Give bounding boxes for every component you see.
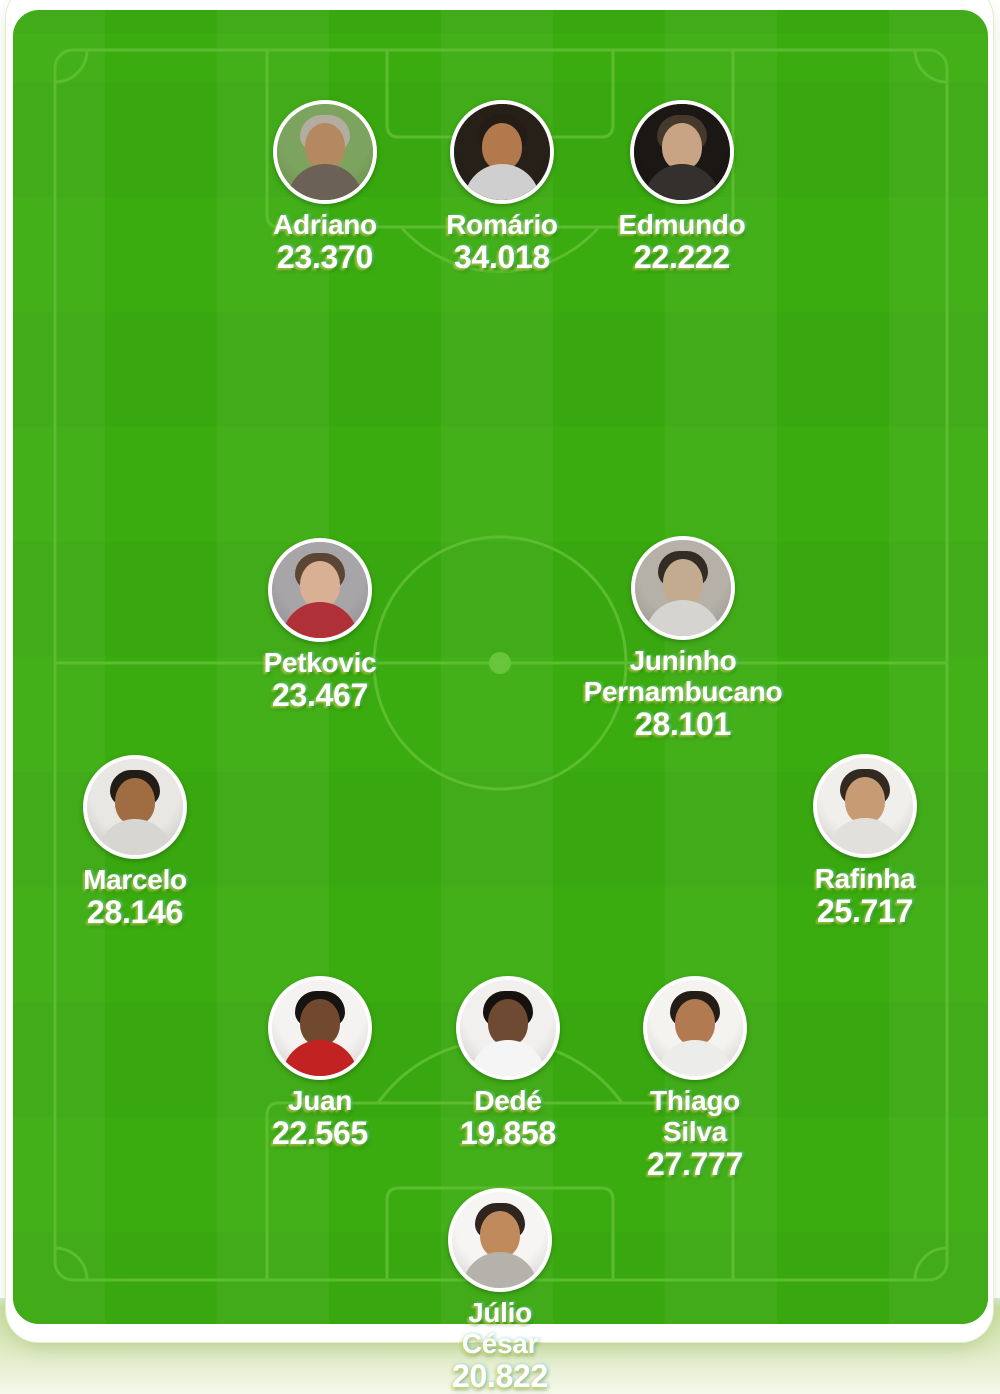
penalty-arc-top bbox=[399, 226, 601, 274]
penalty-box-bottom bbox=[265, 1101, 735, 1280]
soccer-field bbox=[13, 10, 988, 1324]
widget-frame bbox=[6, 0, 993, 1342]
center-circle bbox=[372, 535, 628, 791]
pitch-lines bbox=[53, 48, 949, 1282]
corner-arc-bottom-right bbox=[913, 1246, 948, 1281]
center-spot bbox=[489, 652, 511, 674]
goal-box-top bbox=[385, 50, 615, 139]
corner-arc-top-left bbox=[54, 49, 89, 84]
penalty-box-top bbox=[265, 50, 735, 229]
penalty-arc-bottom bbox=[376, 1038, 624, 1104]
corner-arc-bottom-left bbox=[54, 1246, 89, 1281]
goal-box-bottom bbox=[385, 1186, 615, 1280]
corner-arc-top-right bbox=[913, 49, 948, 84]
